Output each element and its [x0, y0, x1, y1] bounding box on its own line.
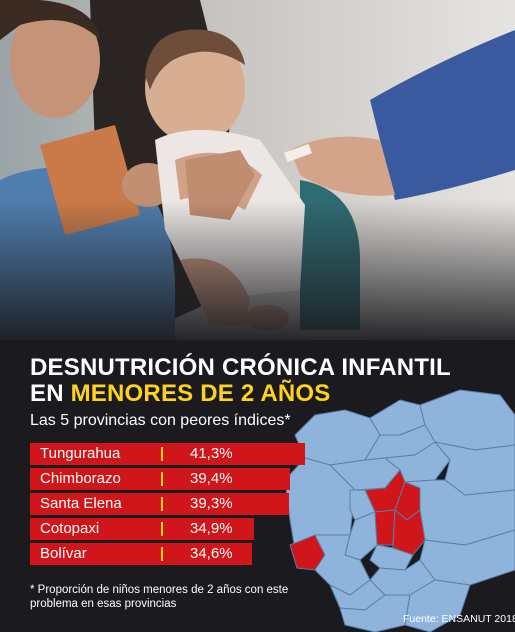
headline-highlight: MENORES DE 2 AÑOS [70, 380, 331, 407]
headline-line-1: DESNUTRICIÓN CRÓNICA INFANTIL [30, 354, 451, 381]
bar-separator [161, 447, 163, 461]
bar-separator [161, 522, 163, 536]
bar-separator [161, 472, 163, 486]
bar-separator [161, 497, 163, 511]
bar-chimborazo: Chimborazo 39,4% [30, 468, 290, 490]
bar-label: Tungurahua [40, 445, 121, 462]
bar-label: Bolívar [40, 545, 87, 562]
bar-tungurahua: Tungurahua 41,3% [30, 443, 305, 465]
bar-label: Chimborazo [40, 470, 121, 487]
map-province-pastaza [404, 479, 515, 546]
source-credit: Fuente: ENSANUT 2018 [403, 613, 515, 625]
bar-value-label: 34,9% [190, 520, 233, 537]
bar-santa-elena: Santa Elena 39,3% [30, 493, 290, 515]
headline-line-2: EN MENORES DE 2 AÑOS [30, 380, 331, 408]
bar-label: Santa Elena [40, 495, 122, 512]
footnote: * Proporción de niños menores de 2 años … [30, 584, 289, 610]
headline-prefix: EN [30, 380, 71, 407]
bar-cotopaxi: Cotopaxi 34,9% [30, 518, 255, 540]
map-province-bolivar [374, 509, 396, 546]
ecuador-map [285, 389, 515, 632]
bar-label: Cotopaxi [40, 520, 100, 537]
map-province-zamora [404, 579, 471, 632]
bar-separator [161, 547, 163, 561]
bar-value-label: 41,3% [190, 445, 233, 462]
bar-value-label: 39,3% [190, 495, 233, 512]
chart-title: Las 5 provincias con peores índices* [30, 412, 291, 429]
bar-bol-var: Bolívar 34,6% [30, 543, 252, 565]
bar-value-label: 34,6% [190, 545, 233, 562]
bar-value-label: 39,4% [190, 470, 233, 487]
